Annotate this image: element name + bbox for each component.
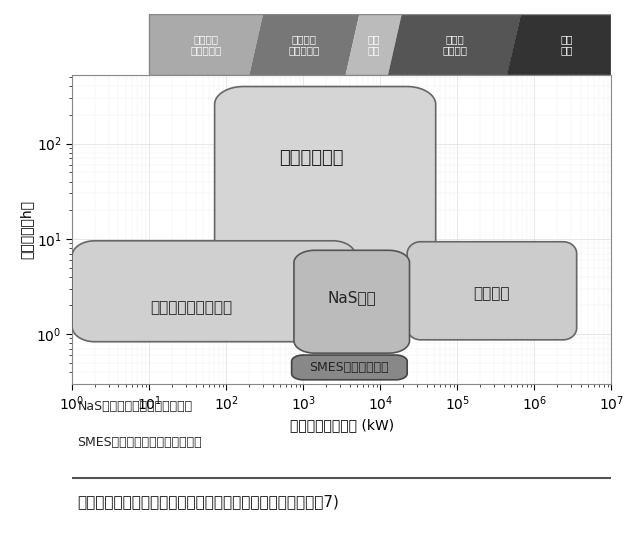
Text: 図４　各種電力貯蔵システムの出力容量と蓄電時間の関係　7): 図４ 各種電力貯蔵システムの出力容量と蓄電時間の関係 7) [78, 494, 339, 509]
Text: NaS電池: NaS電池 [327, 290, 376, 305]
Polygon shape [214, 86, 436, 266]
Text: 住宅屋根
太陽光発電: 住宅屋根 太陽光発電 [191, 34, 222, 55]
X-axis label: システム出力容量 (kW): システム出力容量 (kW) [290, 418, 394, 432]
Text: ビル屋上
太陽光発電: ビル屋上 太陽光発電 [288, 34, 320, 55]
Polygon shape [345, 14, 402, 75]
Text: NaS電池：ナトリウム硫黄電池: NaS電池：ナトリウム硫黄電池 [78, 400, 192, 413]
Text: SMES（瞬停補償）: SMES（瞬停補償） [310, 361, 389, 374]
Text: 揚水発電: 揚水発電 [473, 287, 510, 301]
Text: SMES　　：超電導電力貯蔵装置: SMES ：超電導電力貯蔵装置 [78, 436, 202, 448]
Bar [149, 14, 611, 75]
Text: 水素電力貯蔵: 水素電力貯蔵 [278, 149, 343, 167]
Polygon shape [294, 250, 409, 353]
Text: リチウムイオン電池: リチウムイオン電池 [150, 300, 233, 315]
Text: 夜間
電力: 夜間 電力 [560, 34, 572, 55]
Polygon shape [250, 14, 359, 75]
Polygon shape [72, 241, 356, 342]
Text: 風力
発電: 風力 発電 [367, 34, 380, 55]
Polygon shape [388, 14, 521, 75]
Polygon shape [292, 355, 407, 380]
Polygon shape [507, 14, 611, 75]
Polygon shape [149, 14, 263, 75]
Y-axis label: 蓄電時間（h）: 蓄電時間（h） [19, 200, 34, 259]
Polygon shape [407, 242, 577, 340]
Text: 大規模
風力発電: 大規模 風力発電 [442, 34, 467, 55]
